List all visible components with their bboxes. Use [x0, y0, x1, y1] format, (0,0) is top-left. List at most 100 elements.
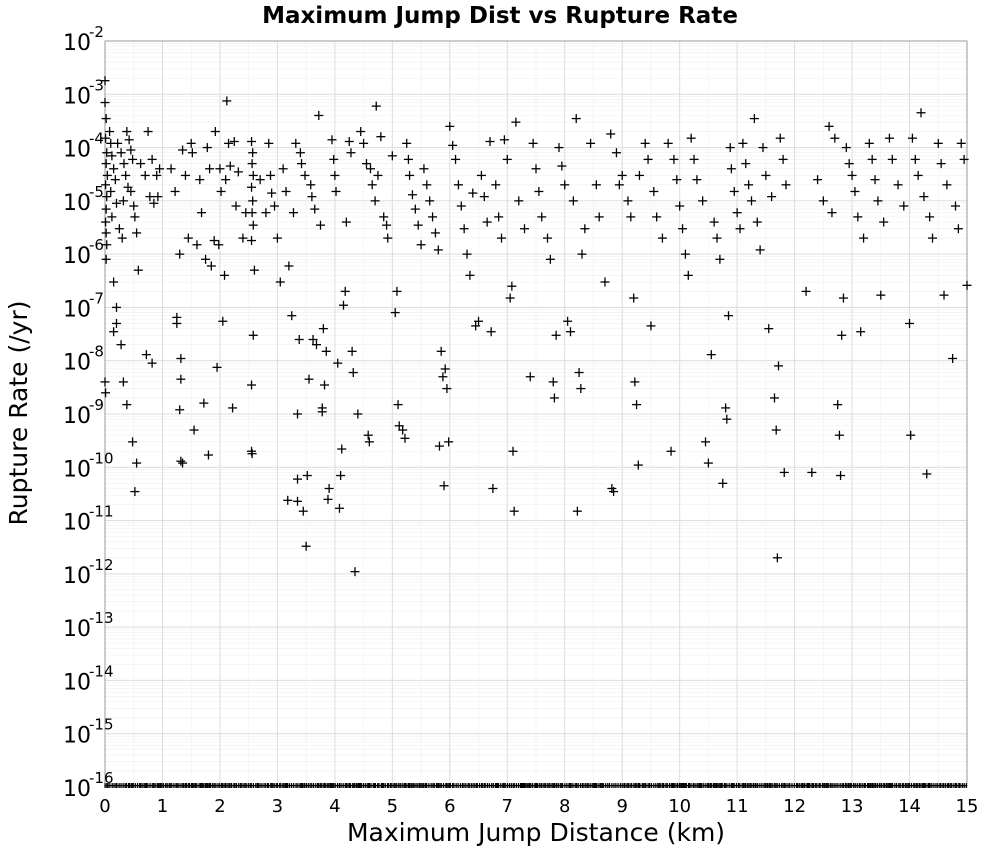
- data-point: [346, 148, 356, 158]
- data-point: [124, 135, 134, 145]
- data-point: [444, 437, 454, 447]
- data-point: [836, 471, 846, 481]
- y-tick-exponent: -14: [89, 662, 114, 680]
- y-tick-label: 10-8: [63, 343, 104, 376]
- data-point: [247, 208, 257, 218]
- data-point: [370, 196, 380, 206]
- data-point: [176, 456, 186, 466]
- data-point: [215, 164, 225, 174]
- data-point: [755, 245, 765, 255]
- data-point: [178, 145, 188, 155]
- data-point: [856, 327, 866, 337]
- y-tick-base: 10: [63, 138, 91, 163]
- data-point: [267, 188, 277, 198]
- data-point: [554, 143, 564, 153]
- data-point: [833, 400, 843, 410]
- data-point: [209, 236, 219, 246]
- data-point: [101, 254, 111, 264]
- data-point: [576, 384, 586, 394]
- x-axis-label: Maximum Jump Distance (km): [347, 818, 725, 847]
- x-tick-label: 1: [157, 796, 168, 817]
- data-point: [956, 138, 966, 148]
- data-point: [106, 186, 116, 196]
- data-point: [907, 133, 917, 143]
- data-point: [233, 167, 243, 177]
- data-point: [428, 212, 438, 222]
- data-point: [195, 175, 205, 185]
- x-tick-label: 15: [956, 796, 979, 817]
- data-point: [611, 148, 621, 158]
- data-point: [307, 192, 317, 202]
- data-point: [551, 330, 561, 340]
- data-point: [528, 138, 538, 148]
- x-tick-label: 9: [616, 796, 627, 817]
- data-point: [393, 400, 403, 410]
- data-point: [341, 217, 351, 227]
- y-tick-exponent: -8: [89, 343, 104, 361]
- data-point: [367, 180, 377, 190]
- y-tick-base: 10: [63, 511, 91, 536]
- data-point: [129, 201, 139, 211]
- data-point: [779, 467, 789, 477]
- data-point: [132, 228, 142, 238]
- data-point: [721, 403, 731, 413]
- data-point: [118, 377, 128, 387]
- data-point: [928, 233, 938, 243]
- data-point: [769, 393, 779, 403]
- data-point: [192, 240, 202, 250]
- data-point: [859, 233, 869, 243]
- data-point: [488, 483, 498, 493]
- data-point: [116, 148, 126, 158]
- data-point: [117, 233, 127, 243]
- y-tick-exponent: -15: [89, 716, 114, 734]
- data-point: [376, 132, 386, 142]
- data-point: [247, 159, 257, 169]
- data-point: [363, 430, 373, 440]
- data-point: [913, 170, 923, 180]
- data-point: [580, 224, 590, 234]
- data-point: [772, 553, 782, 563]
- y-tick-label: 10-16: [63, 769, 114, 802]
- data-point: [838, 293, 848, 303]
- data-point: [101, 388, 111, 398]
- data-point: [847, 170, 857, 180]
- data-point: [153, 192, 163, 202]
- y-tick-label: 10-9: [63, 396, 104, 429]
- data-point: [248, 148, 258, 158]
- data-point: [333, 358, 343, 368]
- data-point: [133, 265, 143, 275]
- data-point: [102, 240, 112, 250]
- x-tick-label: 5: [387, 796, 398, 817]
- data-point: [557, 161, 567, 171]
- data-point: [293, 474, 303, 484]
- data-point: [491, 180, 501, 190]
- x-tick-label: 10: [668, 796, 691, 817]
- data-point: [398, 425, 408, 435]
- data-point: [703, 458, 713, 468]
- y-tick-exponent: -6: [89, 236, 104, 254]
- data-point: [413, 220, 423, 230]
- data-point: [545, 254, 555, 264]
- data-point: [462, 249, 472, 259]
- data-point: [433, 245, 443, 255]
- data-point: [942, 180, 952, 190]
- data-point: [692, 175, 702, 185]
- y-tick-label: 10-14: [63, 662, 114, 695]
- data-point: [735, 224, 745, 234]
- data-point: [101, 228, 111, 238]
- data-point: [925, 212, 935, 222]
- data-point: [499, 135, 509, 145]
- data-point: [141, 350, 151, 360]
- y-tick-label: 10-15: [63, 716, 114, 749]
- data-point: [683, 270, 693, 280]
- data-point: [663, 138, 673, 148]
- data-point: [270, 201, 280, 211]
- data-point: [197, 208, 207, 218]
- data-point: [102, 148, 112, 158]
- data-point: [771, 425, 781, 435]
- data-point: [732, 208, 742, 218]
- y-tick-exponent: -12: [89, 556, 114, 574]
- y-tick-base: 10: [63, 84, 91, 109]
- y-tick-base: 10: [63, 724, 91, 749]
- data-point: [172, 312, 182, 322]
